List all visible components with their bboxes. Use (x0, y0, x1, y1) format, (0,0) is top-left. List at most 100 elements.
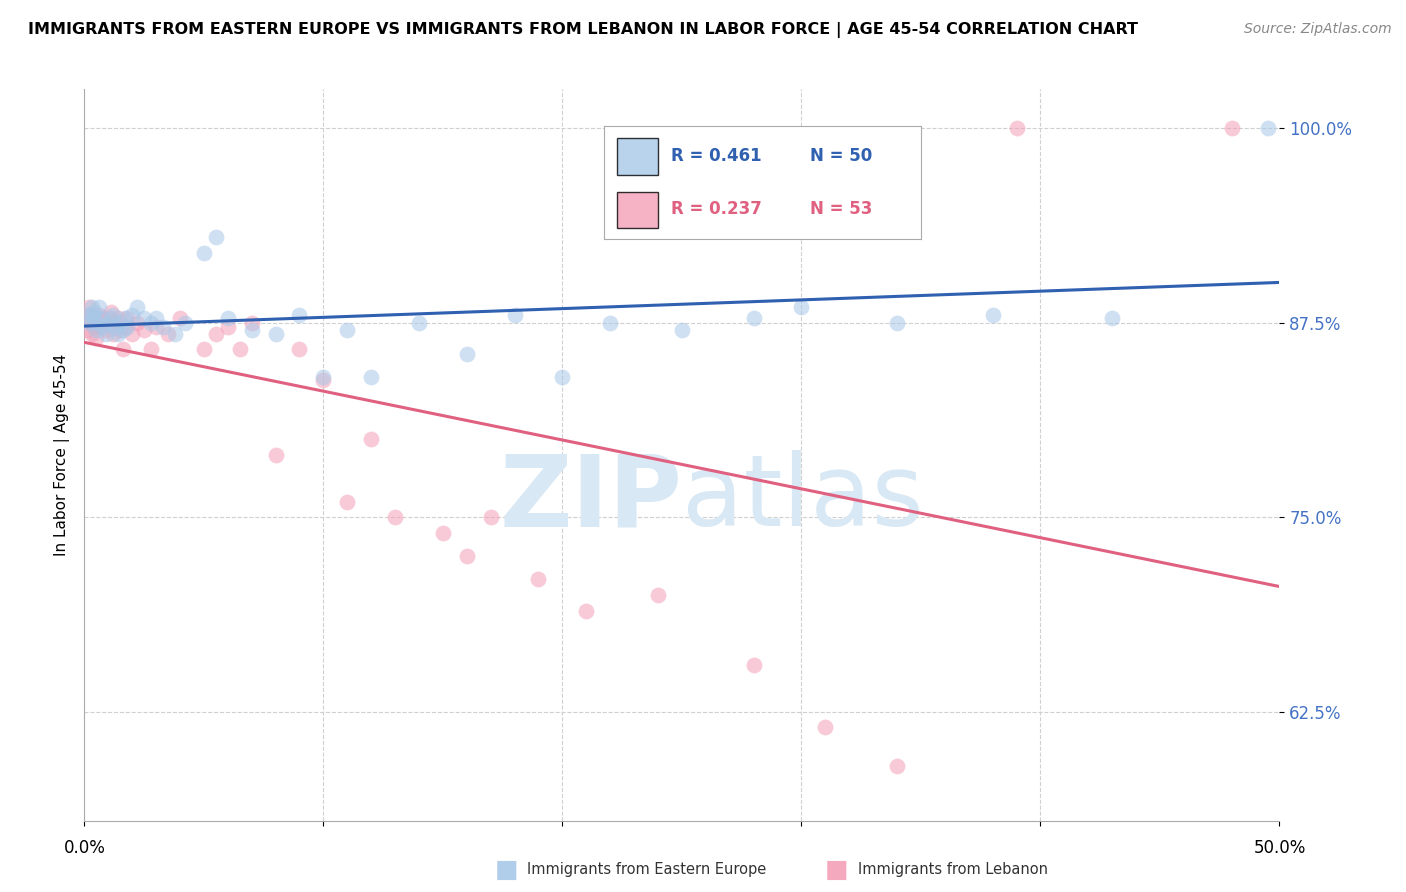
Point (240, 323, 263, 337)
Point (312, 370, 335, 384)
Point (100, 310, 122, 325)
Point (76, 308, 98, 322)
Point (575, 603, 598, 617)
Point (288, 308, 311, 322)
Point (456, 549, 478, 563)
Text: 50.0%: 50.0% (1253, 839, 1306, 857)
Point (76, 323, 98, 337)
Point (110, 323, 132, 337)
Point (97, 310, 120, 325)
Point (132, 310, 156, 325)
Point (264, 326, 287, 341)
Point (94, 326, 117, 341)
Point (205, 230, 228, 244)
Point (193, 245, 215, 260)
Point (77, 300, 100, 314)
Text: ■: ■ (495, 858, 517, 881)
Point (145, 310, 167, 325)
Point (87, 308, 110, 322)
Point (101, 308, 124, 322)
Point (125, 316, 148, 330)
Point (886, 316, 908, 330)
Point (814, 720, 837, 734)
Point (141, 342, 163, 356)
Point (217, 320, 239, 334)
Point (86, 331, 108, 345)
Point (132, 323, 156, 337)
Point (117, 320, 139, 334)
Text: IMMIGRANTS FROM EASTERN EUROPE VS IMMIGRANTS FROM LEBANON IN LABOR FORCE | AGE 4: IMMIGRANTS FROM EASTERN EUROPE VS IMMIGR… (28, 22, 1137, 38)
Point (104, 316, 127, 330)
Point (100, 304, 122, 318)
Point (121, 308, 143, 322)
Point (110, 316, 132, 330)
Text: Immigrants from Lebanon: Immigrants from Lebanon (858, 863, 1047, 877)
Point (599, 316, 621, 330)
Point (165, 326, 187, 341)
Point (125, 300, 148, 314)
Point (157, 326, 180, 341)
Point (121, 326, 143, 341)
Point (886, 759, 908, 773)
Point (479, 510, 502, 524)
Text: Immigrants from Eastern Europe: Immigrants from Eastern Europe (527, 863, 766, 877)
Point (205, 326, 228, 341)
Point (86, 316, 108, 330)
Point (101, 326, 124, 341)
Point (94, 323, 117, 337)
Point (1257, 121, 1279, 136)
Point (80, 300, 103, 314)
Point (981, 308, 1004, 322)
Point (647, 588, 669, 602)
Point (408, 316, 430, 330)
Point (503, 308, 526, 322)
Point (264, 448, 287, 462)
Point (742, 658, 765, 673)
Point (141, 316, 163, 330)
Point (671, 323, 693, 337)
Point (1005, 121, 1028, 136)
Point (145, 320, 167, 334)
Point (107, 326, 129, 341)
Text: Source: ZipAtlas.com: Source: ZipAtlas.com (1244, 22, 1392, 37)
Point (104, 320, 127, 334)
Point (360, 370, 382, 384)
Point (80, 310, 103, 325)
Point (86, 323, 108, 337)
Point (90, 320, 112, 334)
Text: ■: ■ (825, 858, 848, 881)
Point (336, 323, 359, 337)
Point (114, 310, 136, 325)
Point (169, 310, 191, 325)
Point (240, 316, 263, 330)
Point (173, 316, 195, 330)
Point (97, 316, 120, 330)
Point (83, 304, 105, 318)
Text: ZIP: ZIP (499, 450, 682, 548)
Point (87, 310, 110, 325)
Point (117, 310, 139, 325)
Point (551, 370, 574, 384)
Point (456, 347, 478, 361)
Point (288, 342, 311, 356)
Point (114, 320, 136, 334)
Y-axis label: In Labor Force | Age 45-54: In Labor Force | Age 45-54 (55, 354, 70, 556)
Point (86, 316, 108, 330)
Point (312, 373, 335, 387)
Point (790, 300, 813, 314)
Point (1220, 121, 1243, 136)
Point (87, 300, 110, 314)
Point (229, 342, 252, 356)
Point (152, 320, 174, 334)
Point (80, 326, 103, 341)
Point (76, 308, 98, 322)
Text: 0.0%: 0.0% (63, 839, 105, 857)
Point (384, 510, 406, 524)
Point (193, 342, 215, 356)
Point (111, 323, 134, 337)
Point (77, 316, 100, 330)
Point (336, 494, 359, 508)
Point (1101, 310, 1123, 325)
Point (527, 573, 550, 587)
Point (80, 308, 103, 322)
